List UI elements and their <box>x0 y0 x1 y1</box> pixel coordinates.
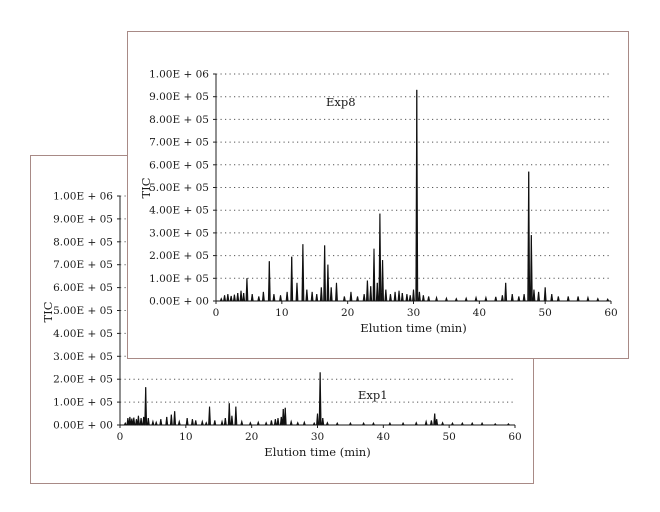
exp1-y-tick-label: 2.00E + 05 <box>53 374 113 386</box>
exp1-y-tick-label: 0.00E + 00 <box>53 420 113 432</box>
exp1-y-tick-label: 1.00E + 05 <box>53 397 113 409</box>
exp8-y-tick-label: 0.00E + 00 <box>149 296 209 308</box>
exp8-x-tick-label: 10 <box>275 307 288 319</box>
exp1-y-tick-label: 8.00E + 05 <box>53 236 113 248</box>
exp1-x-axis-label: Elution time (min) <box>264 445 370 459</box>
exp1-x-tick-label: 40 <box>377 431 390 443</box>
exp8-x-tick-label: 0 <box>213 307 220 319</box>
exp1-x-tick-label: 0 <box>117 431 124 443</box>
exp1-y-tick-label: 1.00E + 06 <box>53 191 113 203</box>
exp1-x-tick-label: 60 <box>508 431 521 443</box>
exp1-y-tick-label: 6.00E + 05 <box>53 282 113 294</box>
exp8-chart-panel: 0.00E + 00 1.00E + 05 2.00E + 05 3.00E + 05… <box>127 31 629 359</box>
exp8-x-axis-label: Elution time (min) <box>360 321 466 335</box>
exp8-y-tick-label: 2.00E + 05 <box>149 250 209 262</box>
exp1-y-tick-label: 5.00E + 05 <box>53 305 113 317</box>
exp1-tic-trace <box>120 372 515 426</box>
exp1-x-tick-label: 20 <box>245 431 258 443</box>
exp8-x-tick-label: 40 <box>473 307 486 319</box>
exp8-panel-frame <box>127 31 629 359</box>
exp1-y-tick-label: 9.00E + 05 <box>53 213 113 225</box>
exp8-x-tick-label: 30 <box>407 307 420 319</box>
exp8-y-tick-label: 1.00E + 05 <box>149 273 209 285</box>
exp1-y-tick-label: 4.00E + 05 <box>53 328 113 340</box>
exp1-x-tick-label: 30 <box>311 431 324 443</box>
exp8-y-tick-label: 9.00E + 05 <box>149 91 209 103</box>
exp8-y-tick-label: 3.00E + 05 <box>149 227 209 239</box>
exp8-y-tick-label: 4.00E + 05 <box>149 205 209 217</box>
exp8-y-axis-label: TIC <box>139 177 153 198</box>
exp8-y-tick-label: 1.00E + 06 <box>149 69 209 81</box>
exp8-x-tick-label: 50 <box>538 307 551 319</box>
exp1-y-axis-label: TIC <box>41 301 55 322</box>
exp8-y-tick-label: 5.00E + 05 <box>149 182 209 194</box>
exp8-x-tick-label: 20 <box>341 307 354 319</box>
exp8-y-tick-label: 7.00E + 05 <box>149 137 209 149</box>
exp8-panel-label: Exp8 <box>326 95 356 109</box>
exp1-x-tick-label: 50 <box>442 431 455 443</box>
exp8-y-tick-label: 6.00E + 05 <box>149 159 209 171</box>
exp8-y-tick-label: 8.00E + 05 <box>149 114 209 126</box>
exp1-x-tick-label: 10 <box>179 431 192 443</box>
exp1-y-tick-label: 3.00E + 05 <box>53 351 113 363</box>
exp1-y-tick-label: 7.00E + 05 <box>53 259 113 271</box>
exp1-panel-label: Exp1 <box>358 388 388 402</box>
exp8-x-tick-label: 60 <box>604 307 617 319</box>
